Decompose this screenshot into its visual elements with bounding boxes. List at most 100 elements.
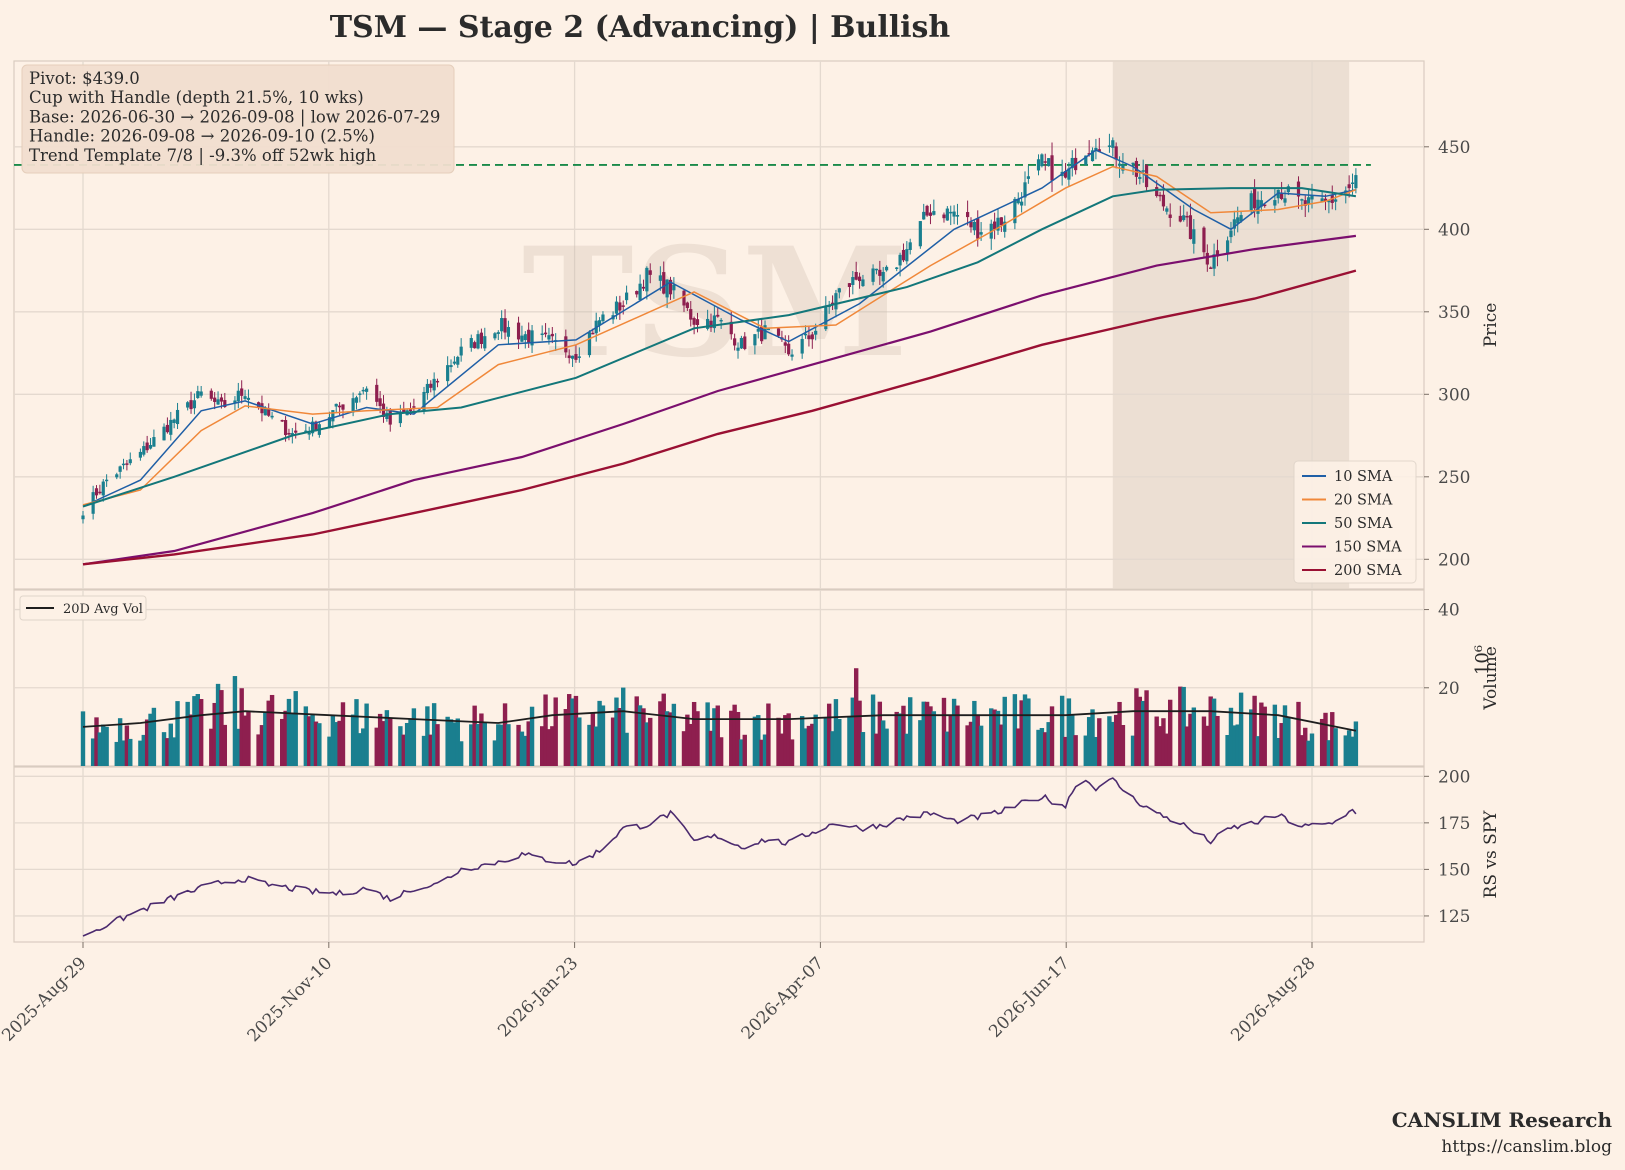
- candle-body: [993, 221, 997, 230]
- candle-body: [530, 330, 534, 346]
- candle-body: [1347, 184, 1351, 189]
- volume-bar: [1157, 726, 1163, 766]
- volume-bar: [968, 721, 974, 766]
- candle-body: [142, 446, 146, 455]
- candle-body: [422, 391, 426, 411]
- volume-bar: [141, 734, 146, 766]
- volume-bar: [1144, 690, 1149, 766]
- candle-body: [733, 338, 737, 346]
- candle-body: [682, 290, 686, 306]
- volume-bar: [384, 710, 390, 766]
- info-box-line-2: Cup with Handle (depth 21.5%, 10 wks): [29, 88, 364, 107]
- volume-multiplier-text: 10⁶: [1472, 645, 1493, 675]
- candle-body: [1107, 145, 1112, 147]
- volume-bar: [553, 697, 558, 766]
- volume-bars: [80, 668, 1359, 766]
- candle-body: [1087, 153, 1091, 155]
- candle-body: [658, 275, 662, 281]
- volume-bar: [492, 740, 498, 766]
- volume-bar: [219, 690, 224, 766]
- volume-bar: [799, 716, 805, 766]
- candle-body: [1239, 215, 1243, 222]
- candle-body: [479, 332, 484, 344]
- volume-bar: [1154, 716, 1159, 766]
- candle-body: [918, 221, 922, 247]
- volume-bar: [563, 709, 569, 766]
- volume-bar: [624, 732, 629, 766]
- candle-body: [898, 254, 902, 266]
- candle-body: [790, 354, 794, 357]
- candle-body: [527, 329, 531, 343]
- candle-body: [645, 267, 649, 292]
- candle-body: [1026, 176, 1030, 179]
- volume-bar: [1188, 713, 1193, 766]
- candle-body: [972, 221, 976, 231]
- candle-body: [814, 330, 818, 335]
- candle-body: [493, 333, 497, 339]
- volume-bar: [104, 726, 109, 766]
- volume-bar: [1205, 725, 1210, 766]
- candle-body: [976, 218, 980, 239]
- candle-body: [101, 481, 105, 496]
- candle-body: [1202, 227, 1206, 253]
- candle-body: [638, 283, 642, 301]
- candle-body: [925, 205, 929, 216]
- candle-body: [861, 279, 865, 287]
- volume-bar: [610, 717, 616, 766]
- candle-body: [1043, 161, 1047, 163]
- volume-bar: [641, 708, 646, 766]
- rs-tick-label: 175: [1438, 814, 1470, 834]
- volume-bar: [232, 676, 238, 766]
- candle-body: [435, 380, 440, 383]
- volume-bar: [101, 724, 106, 766]
- candle-body: [148, 444, 153, 449]
- volume-bar: [1296, 701, 1301, 766]
- volume-bar: [398, 726, 403, 766]
- volume-bar: [377, 713, 383, 766]
- volume-bar: [1259, 702, 1264, 766]
- chart-title: TSM — Stage 2 (Advancing) | Bullish: [330, 10, 951, 45]
- candle-body: [520, 335, 524, 342]
- candle-body: [881, 271, 885, 282]
- candle-body: [1158, 194, 1162, 197]
- candle-body: [999, 217, 1003, 226]
- volume-bar: [340, 702, 346, 766]
- volume-bar: [458, 741, 464, 766]
- legend-label: 10 SMA: [1334, 469, 1393, 485]
- candle-body: [540, 333, 544, 336]
- candle-body: [665, 279, 669, 298]
- volume-bar: [884, 728, 889, 766]
- candle-body: [830, 302, 835, 305]
- candle-body: [233, 400, 237, 403]
- candle-body: [503, 318, 507, 333]
- price-tick-label: 450: [1438, 138, 1470, 158]
- volume-bar: [1063, 736, 1068, 766]
- candle-body: [412, 406, 416, 408]
- volume-bar: [874, 733, 879, 766]
- volume-bar: [1225, 735, 1230, 766]
- volume-bar: [712, 708, 717, 766]
- candle-body: [932, 211, 936, 215]
- candle-body: [213, 397, 217, 402]
- candle-body: [165, 424, 170, 433]
- volume-bar: [266, 700, 271, 766]
- candle-body: [378, 398, 382, 407]
- candle-body: [290, 433, 294, 436]
- volume-bar: [1039, 728, 1045, 766]
- candle-body: [1097, 149, 1101, 152]
- volume-bar: [374, 727, 379, 766]
- volume-bar: [496, 724, 501, 766]
- volume-bar: [826, 703, 832, 766]
- sma-line-200: [82, 269, 1357, 566]
- candle-body: [1209, 267, 1213, 269]
- volume-bar: [948, 715, 953, 766]
- volume-bar: [1232, 725, 1237, 766]
- volume-bar: [428, 734, 433, 766]
- volume-bar: [188, 714, 194, 766]
- candle-body: [1354, 175, 1358, 189]
- candle-body: [672, 284, 676, 291]
- candle-body: [314, 421, 318, 432]
- volume-bar: [1120, 725, 1126, 766]
- candle-body: [1020, 201, 1024, 206]
- candle-body: [942, 214, 946, 219]
